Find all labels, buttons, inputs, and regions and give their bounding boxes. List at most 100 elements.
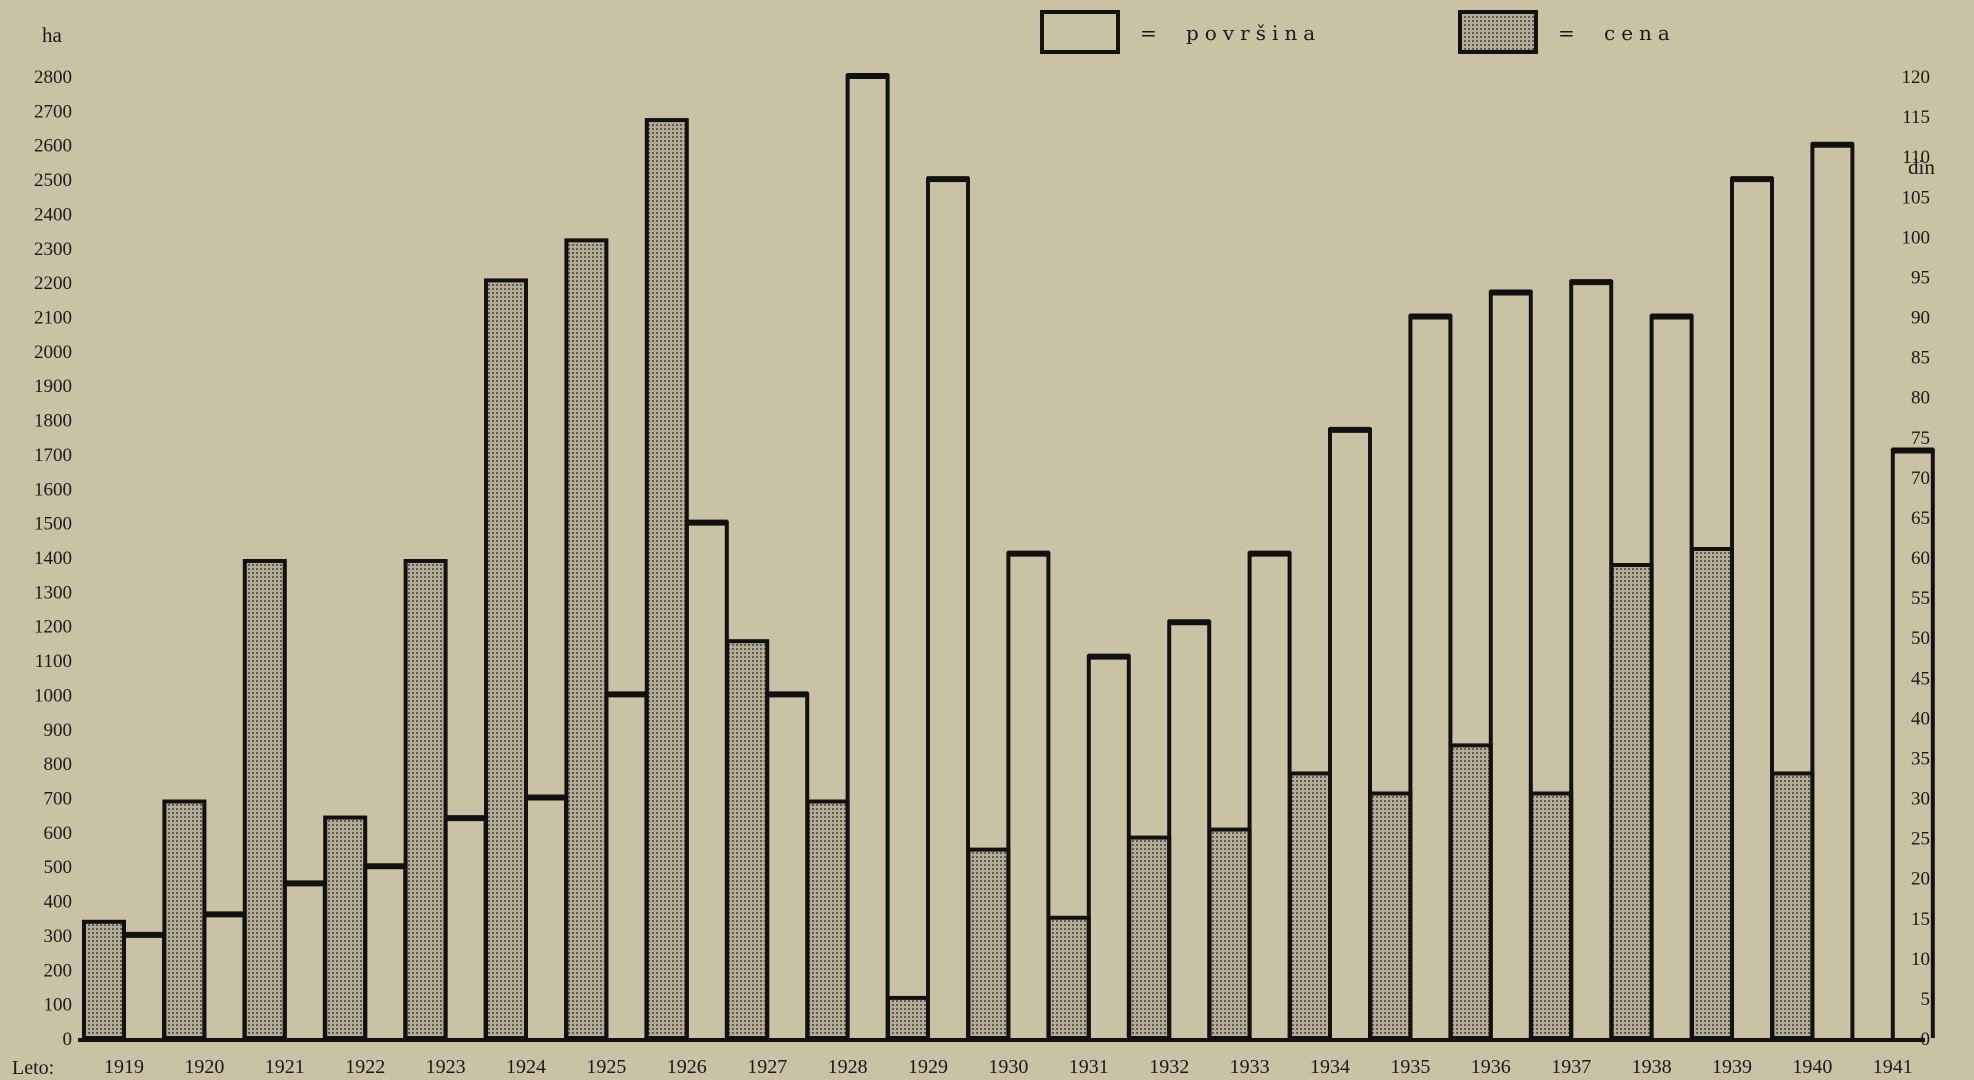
cena-bar-1937: [1529, 791, 1574, 1040]
right-tick-label: 80: [1911, 388, 1930, 409]
left-axis: 0 100 200 300 400 500 600 700 800 900 1000 1100 1200…: [34, 67, 72, 1050]
left-tick-label: 300: [44, 926, 73, 947]
left-tick-label: 1900: [34, 376, 72, 397]
year-label-1932: 1932: [1149, 1056, 1189, 1078]
cena-bar-1938: [1609, 563, 1654, 1040]
year-label-1921: 1921: [265, 1056, 305, 1078]
left-tick-label: 2400: [34, 204, 72, 225]
right-tick-label: 85: [1911, 348, 1930, 369]
left-tick-label: 1400: [34, 548, 72, 569]
cena-bar-1934: [1288, 771, 1332, 1040]
right-tick-label: 75: [1911, 428, 1930, 449]
left-tick-label: 0: [63, 1029, 73, 1050]
left-axis-unit: ha: [42, 23, 63, 47]
right-tick-label: 120: [1902, 67, 1931, 88]
cena-bar-1936: [1448, 743, 1493, 1040]
povrsina-bar-1925: [604, 692, 649, 1038]
left-tick-label: 2800: [34, 67, 72, 88]
right-tick-label: 10: [1911, 949, 1930, 970]
left-tick-label: 1600: [34, 479, 72, 500]
povrsina-bar-1927: [765, 692, 810, 1038]
povrsina-bar-1931: [1086, 654, 1131, 1038]
cena-bar-1921: [242, 559, 287, 1041]
right-tick-label: 15: [1911, 909, 1930, 930]
cena-bar-1925: [564, 238, 609, 1040]
right-tick-label: 105: [1902, 187, 1931, 208]
year-label-1933: 1933: [1230, 1056, 1270, 1078]
left-tick-label: 2600: [34, 136, 72, 157]
right-tick-label: 40: [1911, 708, 1930, 729]
povrsina-bar-1932: [1167, 620, 1212, 1038]
left-tick-label: 500: [44, 857, 73, 878]
right-tick-label: 35: [1911, 748, 1930, 769]
x-axis-label: Leto:: [12, 1057, 54, 1079]
povrsina-bar-1922: [363, 864, 408, 1038]
right-tick-label: 50: [1911, 628, 1930, 649]
legend-symbol-povrsina: =: [1140, 21, 1163, 45]
cena-bar-1933: [1207, 827, 1252, 1040]
right-tick-label: 90: [1911, 308, 1930, 329]
cena-bar-1931: [1046, 915, 1091, 1040]
cena-bar-1926: [644, 118, 689, 1040]
right-tick-label: 55: [1911, 588, 1930, 609]
povrsina-bar-1929: [926, 177, 970, 1038]
year-label-1937: 1937: [1551, 1056, 1591, 1078]
year-label-1929: 1929: [908, 1056, 948, 1078]
left-tick-label: 800: [44, 754, 73, 775]
povrsina-bar-1935: [1408, 314, 1453, 1038]
right-tick-label: 110: [1902, 147, 1930, 168]
year-label-1922: 1922: [345, 1056, 385, 1078]
year-label-1919: 1919: [104, 1056, 144, 1078]
year-label-1934: 1934: [1310, 1056, 1350, 1078]
right-tick-label: 115: [1902, 107, 1930, 128]
year-label-1941: 1941: [1873, 1056, 1913, 1078]
legend: = površina = cena: [1040, 10, 1676, 54]
left-tick-label: 2100: [34, 308, 72, 329]
povrsina-bar-1923: [443, 816, 488, 1038]
left-tick-label: 1000: [34, 685, 72, 706]
povrsina-bar-1921: [282, 881, 327, 1038]
left-tick-label: 2700: [34, 101, 72, 122]
year-label-1935: 1935: [1390, 1056, 1430, 1078]
year-label-1925: 1925: [586, 1056, 626, 1078]
povrsina-bar-1936: [1488, 290, 1533, 1038]
povrsina-bar-1920: [202, 912, 247, 1038]
povrsina-bar-1928: [845, 74, 890, 1038]
year-label-1927: 1927: [747, 1056, 787, 1078]
year-label-1931: 1931: [1069, 1056, 1109, 1078]
povrsina-bar-1939: [1730, 177, 1774, 1038]
left-tick-label: 2200: [34, 273, 72, 294]
x-axis: 1919 1920 1921 1922 1923 1924 1925 1926 1927 1928…: [104, 1056, 1913, 1078]
cena-bar-1927: [725, 639, 770, 1040]
cena-bar-1922: [323, 815, 368, 1041]
cena-bar-1929: [886, 995, 930, 1041]
cena-bar-1940: [1770, 771, 1815, 1040]
year-label-1940: 1940: [1792, 1056, 1832, 1078]
cena-bar-1930: [966, 847, 1011, 1040]
right-tick-label: 65: [1911, 508, 1930, 529]
right-tick-label: 70: [1911, 468, 1930, 489]
povrsina-bar-1938: [1649, 314, 1694, 1038]
year-label-1928: 1928: [828, 1056, 868, 1078]
left-tick-label: 900: [44, 720, 73, 741]
right-tick-label: 60: [1911, 548, 1930, 569]
cena-bar-1935: [1368, 791, 1413, 1040]
year-label-1926: 1926: [667, 1056, 707, 1078]
right-tick-label: 0: [1921, 1029, 1931, 1050]
legend-label-povrsina: površina: [1186, 21, 1321, 45]
povrsina-bar-1934: [1328, 427, 1372, 1038]
left-tick-label: 1200: [34, 617, 72, 638]
povrsina-bar-1926: [684, 520, 729, 1038]
left-tick-label: 1700: [34, 445, 72, 466]
povrsina-bar-1930: [1006, 551, 1051, 1038]
right-tick-label: 95: [1911, 267, 1930, 288]
year-label-1930: 1930: [988, 1056, 1028, 1078]
right-tick-label: 20: [1911, 869, 1930, 890]
year-label-1924: 1924: [506, 1056, 546, 1078]
right-tick-label: 5: [1921, 989, 1931, 1010]
legend-swatch-cena: [1458, 10, 1538, 54]
right-tick-label: 25: [1911, 829, 1930, 850]
left-tick-label: 100: [44, 995, 73, 1016]
legend-label-cena: cena: [1604, 21, 1676, 45]
